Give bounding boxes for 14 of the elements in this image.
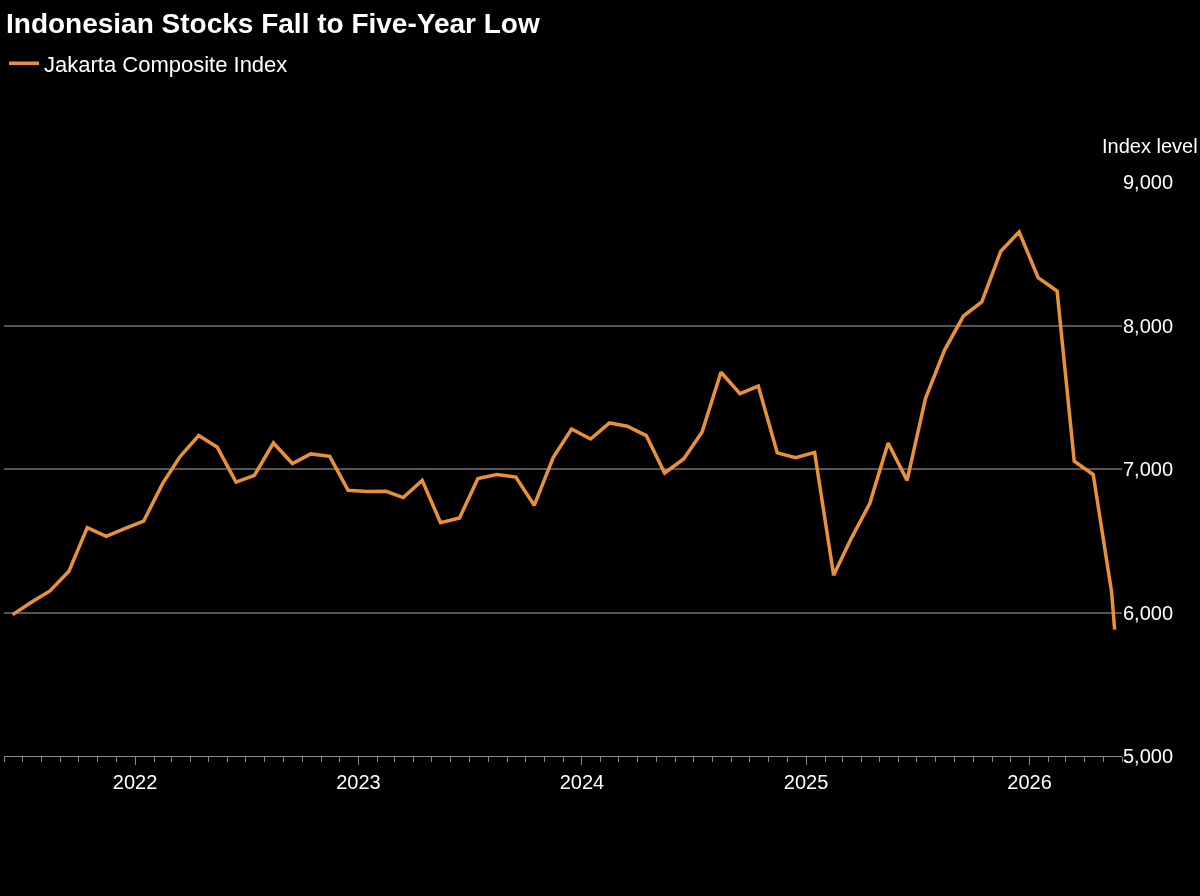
x-tick-label: 2024 (559, 771, 605, 793)
line-series (10, 230, 1117, 632)
x-tick-label: 2025 (783, 771, 829, 793)
legend-label: Jakarta Composite Index (44, 51, 288, 77)
x-tick-label: 2026 (1007, 771, 1052, 793)
y-tick-label: 9,000 (1123, 171, 1174, 193)
x-tick-label: 2023 (336, 771, 381, 793)
y-tick-label: 7,000 (1123, 458, 1174, 480)
chart-title: Indonesian Stocks Fall to Five-Year Low (6, 8, 540, 40)
y-tick-label: 8,000 (1123, 314, 1174, 337)
x-tick-label: 2022 (112, 771, 158, 793)
y-tick-label: 5,000 (1123, 745, 1174, 767)
y-axis-title: Index level (1102, 135, 1198, 157)
y-tick-label: 6,000 (1123, 601, 1174, 624)
